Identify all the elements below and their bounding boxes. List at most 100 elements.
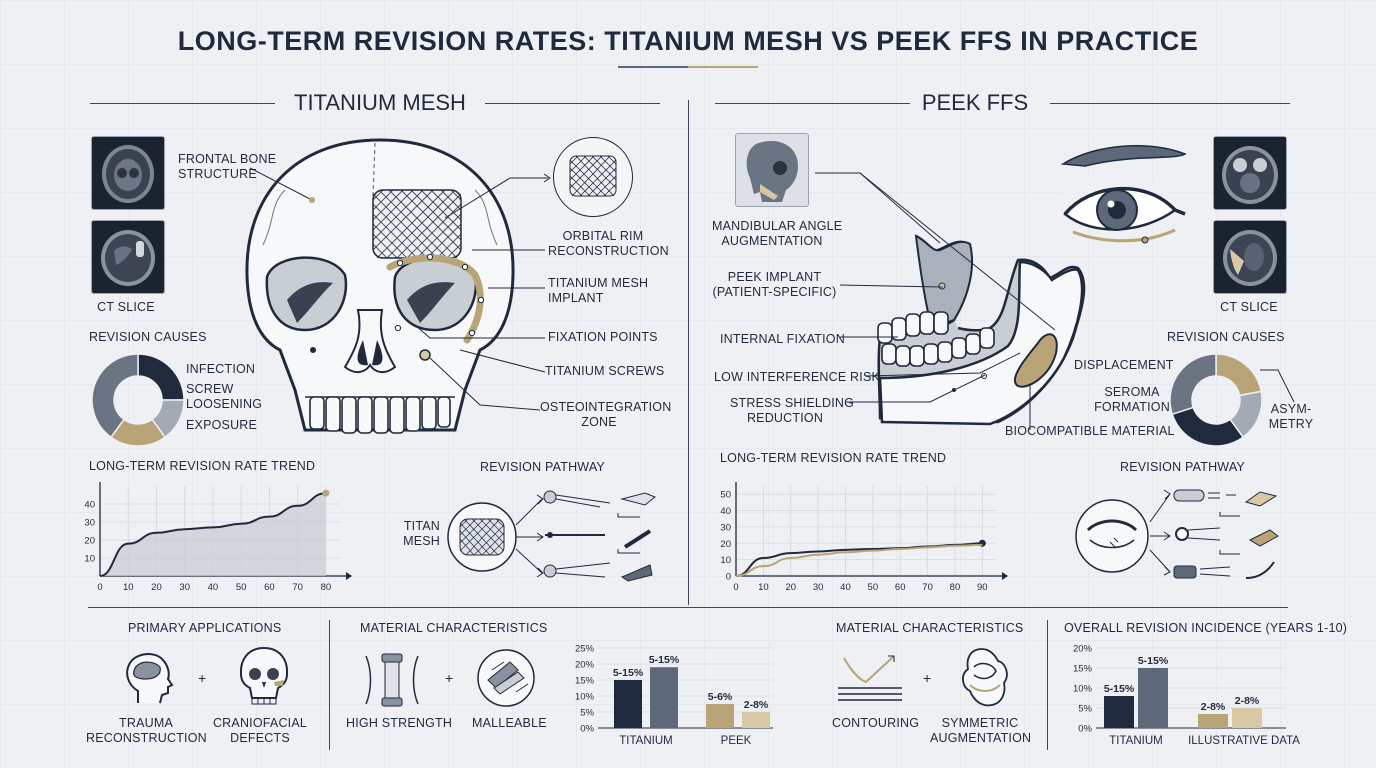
donut-slice-2 (1171, 406, 1245, 447)
y-tick-label: 10 (720, 555, 731, 566)
title-underline-left (618, 66, 688, 68)
ti-screws-label: TITANIUM SCREWS (545, 364, 665, 378)
bar-y-tick: 5% (580, 708, 594, 719)
x-tick-label: 30 (813, 582, 824, 593)
y-tick-label: 40 (720, 506, 731, 517)
ct-thumbnail-4 (1213, 220, 1287, 294)
high-strength-label: HIGH STRENGTH (346, 716, 453, 730)
peek-cause-seroma: SEROMA FORMATION (1094, 385, 1170, 414)
bar-category-label: ILLUSTRATIVE DATA (1188, 735, 1300, 747)
frontal-bone-label: FRONTAL BONE STRUCTURE (178, 152, 277, 181)
x-tick-label: 70 (922, 582, 933, 593)
ti-mesh-implant-label: TITANIUM MESH IMPLANT (548, 276, 649, 305)
plus-sign-3: + (923, 670, 932, 686)
bar-data-label: 5-15% (1104, 683, 1135, 695)
ti-causes-donut (91, 353, 185, 447)
x-axis-arrow (1002, 572, 1008, 580)
primary-applications-title: PRIMARY APPLICATIONS (128, 621, 282, 635)
center-divider (688, 100, 689, 605)
bar-data-label: 5-15% (1138, 655, 1169, 667)
y-tick-label: 20 (84, 536, 95, 547)
peek-causes-donut (1169, 353, 1263, 447)
y-tick-label: 30 (84, 518, 95, 529)
peek-leaders (815, 172, 1056, 430)
contouring-label: CONTOURING (832, 716, 920, 730)
ti-leaders (414, 249, 546, 411)
x-axis-arrow (346, 572, 352, 580)
revision-bar-chart-left: 25% 20% 15% 10% 5% 0% 5-15% 5-15% 5-6% 2-8% TITANI… (575, 644, 773, 747)
peek-pathway-diagram (1075, 489, 1279, 579)
peek-pathway-title: REVISION PATHWAY (1120, 460, 1245, 474)
material-characteristics-right-title: MATERIAL CHARACTERISTICS (836, 621, 1024, 635)
x-tick-label: 50 (236, 582, 247, 593)
bar-y-tick: 0% (580, 724, 594, 735)
y-tick-label: 50 (720, 490, 731, 501)
bar-3 (1232, 708, 1262, 728)
ct-thumbnail-3 (1213, 136, 1287, 210)
ti-heading-line-left (90, 103, 275, 104)
mandible-illustration (877, 234, 1086, 426)
peek-trend-chart: 0 10 20 30 40 50 0 10 20 30 40 50 60 70 80 90 (720, 482, 1008, 593)
bar-y-tick: 10% (1073, 684, 1093, 695)
trauma-label: TRAUMA RECONSTRUCTION (86, 716, 207, 745)
peek-implant-label: PEEK IMPLANT (PATIENT-SPECIFIC) (712, 270, 837, 299)
plus-sign-2: + (445, 670, 454, 686)
bar-y-tick: 5% (1078, 704, 1092, 715)
donut-slice-3 (1169, 353, 1217, 416)
series-line-0 (99, 492, 326, 577)
peek-heading-line-left (715, 103, 910, 104)
bar-0 (1104, 696, 1134, 728)
osteointegration-label: OSTEOINTEGRATION ZONE (540, 400, 672, 429)
peek-cause-displacement: DISPLACEMENT (1074, 358, 1174, 372)
ct-thumbnail-1 (91, 136, 165, 210)
bottom-sep-2 (1047, 620, 1048, 750)
bar-y-tick: 15% (1073, 664, 1093, 675)
contouring-icon (838, 655, 902, 701)
ti-pathway-label: TITAN MESH (403, 519, 440, 548)
mesh-leader (444, 173, 551, 219)
ti-cause-infection: INFECTION (186, 362, 256, 376)
x-tick-label: 40 (840, 582, 851, 593)
stress-shielding-label: STRESS SHIELDING REDUCTION (730, 396, 855, 425)
donut-slice-0 (1215, 353, 1263, 397)
skull-icon (239, 646, 289, 705)
mesh-callout (553, 137, 633, 217)
area-fill (100, 493, 326, 576)
head-brain-icon (126, 653, 174, 704)
series-line-1 (735, 543, 983, 577)
x-tick-label: 50 (868, 582, 879, 593)
y-tick-label: 40 (84, 500, 95, 511)
bar-y-tick: 10% (575, 692, 595, 703)
bar-3 (742, 712, 770, 728)
x-tick-label: 60 (895, 582, 906, 593)
revision-bar-chart-right: 20% 15% 10% 5% 0% 5-15% 5-15% 2-8% 2-8% TITANIUM I… (1073, 644, 1300, 748)
bar-y-tick: 20% (575, 660, 595, 671)
peek-trend-title: LONG-TERM REVISION RATE TREND (720, 451, 947, 465)
series-endpoint (322, 489, 330, 497)
y-tick-label: 0 (726, 572, 731, 583)
x-tick-label: 10 (758, 582, 769, 593)
eye-illustration (1055, 144, 1187, 244)
mandibular-label: MANDIBULAR ANGLE AUGMENTATION (712, 219, 843, 248)
bar-2 (1198, 714, 1228, 728)
skull-illustration (245, 138, 515, 434)
x-tick-label: 10 (123, 582, 134, 593)
bar-1 (650, 667, 678, 728)
bar-data-label: 5-15% (613, 667, 644, 679)
x-tick-label: 60 (264, 582, 275, 593)
biocompatible-label: BIOCOMPATIBLE MATERIAL (1005, 424, 1175, 438)
x-tick-label: 20 (151, 582, 162, 593)
ct-thumbnail-2 (91, 220, 165, 294)
peek-heading-line-right (1050, 103, 1290, 104)
internal-fixation-label: INTERNAL FIXATION (720, 332, 845, 346)
bar-category-label: PEEK (721, 735, 752, 747)
donut-slice-3 (91, 353, 139, 439)
craniofacial-label: CRANIOFACIAL DEFECTS (212, 716, 308, 745)
plus-sign-1: + (198, 670, 207, 686)
ti-trend-chart: 10 20 30 40 0 10 20 30 40 50 60 70 80 (84, 482, 352, 593)
bar-y-tick: 15% (575, 676, 595, 687)
fixation-points-label: FIXATION POINTS (548, 330, 658, 344)
bar-data-label: 5-15% (649, 654, 680, 666)
peek-causes-title: REVISION CAUSES (1167, 330, 1285, 344)
titanium-heading: TITANIUM MESH (294, 90, 466, 115)
